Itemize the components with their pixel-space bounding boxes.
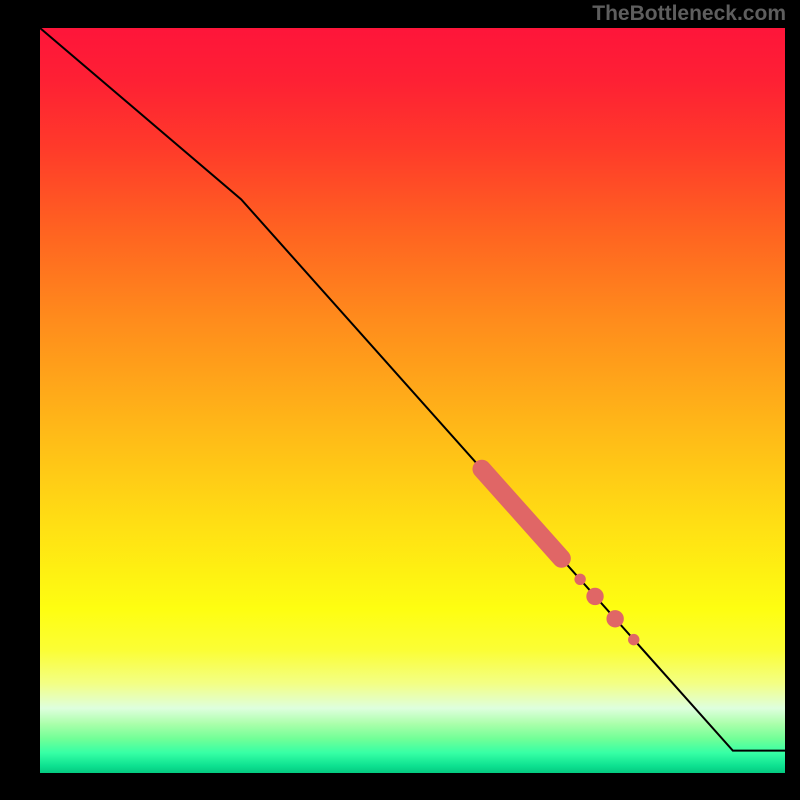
plot-area-background [40,28,785,773]
chart-root: TheBottleneck.com [0,0,800,800]
attribution-text: TheBottleneck.com [592,2,786,26]
